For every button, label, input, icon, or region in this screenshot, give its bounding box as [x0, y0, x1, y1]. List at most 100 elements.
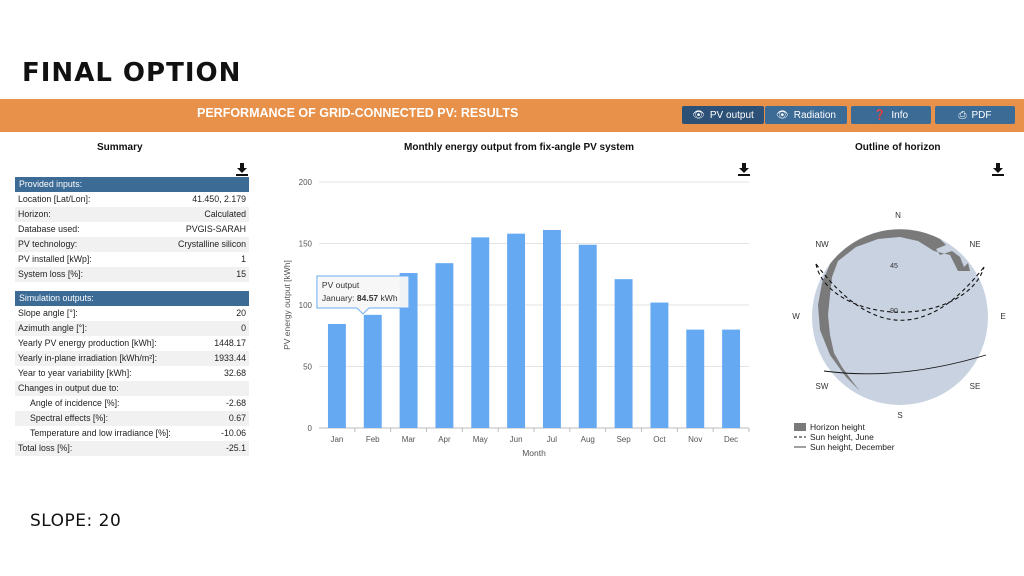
- summary-row-label: Yearly in-plane irradiation [kWh/m²]:: [18, 353, 158, 363]
- june-sun-path-lower: [815, 263, 985, 321]
- summary-row-value: 1448.17: [214, 338, 246, 348]
- summary-row-label: Total loss [%]:: [18, 443, 73, 453]
- info-label: Info: [891, 109, 909, 121]
- bar-jul: [542, 229, 561, 428]
- download-icon[interactable]: [991, 162, 1005, 176]
- summary-row-value: Calculated: [204, 209, 246, 219]
- summary-row: Yearly PV energy production [kWh]: 1448.1…: [15, 336, 249, 351]
- summary-row: Yearly in-plane irradiation [kWh/m²]: 193…: [15, 351, 249, 366]
- x-tick-label: Mar: [402, 435, 416, 444]
- summary-row: Angle of incidence [%]: -2.68: [15, 396, 249, 411]
- summary-row-label: Location [Lat/Lon]:: [18, 194, 91, 204]
- dir-sw: SW: [816, 382, 829, 391]
- summary-row-label: Horizon:: [18, 209, 51, 219]
- slide-footer: SLOPE: 20: [30, 511, 122, 531]
- dir-se: SE: [970, 382, 981, 391]
- printer-icon: ⎙: [958, 109, 967, 121]
- y-tick-label: 0: [308, 424, 313, 433]
- horizon-title: Outline of horizon: [855, 142, 941, 153]
- summary-row-label: Year to year variability [kWh]:: [18, 368, 132, 378]
- radiation-button[interactable]: 👁 Radiation: [765, 106, 847, 124]
- download-icon[interactable]: [235, 162, 249, 176]
- bar-mar: [399, 273, 418, 428]
- summary-row-value: 0: [241, 323, 246, 333]
- summary-row-value: PVGIS-SARAH: [185, 224, 246, 234]
- summary-row-value: 1: [241, 254, 246, 264]
- bar-sep: [614, 279, 633, 428]
- bar-oct: [650, 302, 669, 428]
- x-tick-label: May: [473, 435, 488, 444]
- x-tick-label: Jan: [330, 435, 343, 444]
- summary-row-value: 15: [236, 269, 246, 279]
- banner-title: PERFORMANCE OF GRID-CONNECTED PV: RESULT…: [197, 106, 519, 120]
- summary-row: Total loss [%]: -25.1: [15, 441, 249, 456]
- summary-row-value: 41.450, 2.179: [192, 194, 246, 204]
- summary-row-label: PV technology:: [18, 239, 78, 249]
- summary-row-label: Changes in output due to:: [18, 383, 119, 393]
- dir-n: N: [895, 211, 901, 220]
- summary-row: PV technology: Crystalline silicon: [15, 237, 249, 252]
- summary-row: Azimuth angle [°]: 0: [15, 321, 249, 336]
- x-tick-label: Apr: [438, 435, 451, 444]
- x-tick-label: Nov: [688, 435, 702, 444]
- dir-nw: NW: [815, 240, 829, 249]
- summary-row-label: Angle of incidence [%]:: [30, 398, 120, 408]
- summary-row-label: Temperature and low irradiance [%]:: [30, 428, 171, 438]
- tooltip-box: [316, 275, 410, 315]
- legend-june-label: Sun height, June: [810, 432, 874, 442]
- summary-row: Horizon: Calculated: [15, 207, 249, 222]
- summary-row-value: -10.06: [221, 428, 246, 438]
- summary-row-value: -25.1: [225, 443, 246, 453]
- x-tick-label: Dec: [724, 435, 738, 444]
- summary-table: Provided inputs: Location [Lat/Lon]: 41.4…: [15, 177, 249, 456]
- summary-row-label: PV installed [kWp]:: [18, 254, 92, 264]
- x-tick-label: Aug: [581, 435, 595, 444]
- summary-row-label: Slope angle [°]:: [18, 308, 78, 318]
- tooltip-unit: kWh: [381, 293, 398, 303]
- pv-output-button[interactable]: 👁 PV output: [682, 106, 764, 124]
- summary-row: System loss [%]: 15: [15, 267, 249, 282]
- eye-icon: 👁: [692, 109, 705, 121]
- summary-row: PV installed [kWp]: 1: [15, 252, 249, 267]
- legend-december-label: Sun height, December: [810, 442, 895, 452]
- y-tick-label: 150: [299, 240, 313, 249]
- bar-feb: [363, 314, 382, 428]
- pv-output-label: PV output: [709, 109, 754, 121]
- summary-row-label: Spectral effects [%]:: [30, 413, 109, 423]
- summary-row-value: 32.68: [223, 368, 246, 378]
- summary-row-value: -2.68: [225, 398, 246, 408]
- slide-title: FINAL OPTION: [22, 58, 242, 88]
- x-axis-label: Month: [522, 448, 546, 458]
- horizon-outline-chart: N NE E SE S SW W NW 45 90 Horizon height…: [792, 211, 1005, 452]
- pdf-label: PDF: [971, 109, 992, 121]
- december-sun-path: [823, 354, 987, 375]
- x-tick-label: Oct: [653, 435, 666, 444]
- info-button[interactable]: ❓ Info: [851, 106, 931, 124]
- tooltip-label: January:: [322, 293, 355, 303]
- info-icon: ❓: [873, 109, 887, 121]
- radiation-label: Radiation: [793, 109, 836, 121]
- download-icon[interactable]: [737, 162, 751, 176]
- summary-row-value: 0.67: [228, 413, 246, 423]
- summary-row: Spectral effects [%]: 0.67: [15, 411, 249, 426]
- bar-jan: [327, 323, 346, 428]
- eye-icon: 👁: [776, 109, 789, 121]
- y-tick-label: 200: [299, 178, 313, 187]
- summary-row-label: Azimuth angle [°]:: [18, 323, 88, 333]
- simulation-outputs-header: Simulation outputs:: [15, 291, 249, 306]
- summary-row-value: Crystalline silicon: [178, 239, 246, 249]
- monthly-energy-chart: 0 50 100 150 200 Jan Feb Mar Apr May Jun Jul Aug Sep O…: [282, 178, 750, 458]
- pdf-button[interactable]: ⎙ PDF: [935, 106, 1015, 124]
- bar-jun: [507, 233, 526, 428]
- tooltip-series: PV output: [322, 280, 360, 290]
- bar-nov: [686, 329, 705, 428]
- bar-dec: [722, 329, 741, 428]
- bar-apr: [435, 263, 454, 428]
- ring-label-90: 90: [890, 308, 898, 315]
- summary-row-value: 20: [236, 308, 246, 318]
- summary-row: Year to year variability [kWh]: 32.68: [15, 366, 249, 381]
- june-sun-path: [815, 263, 985, 313]
- y-tick-label: 100: [299, 301, 313, 310]
- summary-title: Summary: [97, 142, 143, 153]
- summary-row: Temperature and low irradiance [%]: -10.0…: [15, 426, 249, 441]
